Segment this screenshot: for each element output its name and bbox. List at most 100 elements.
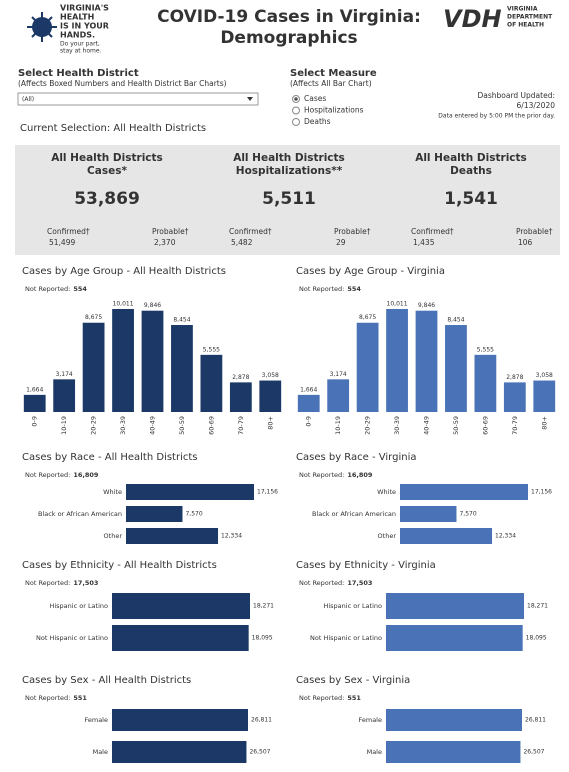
radio-dot <box>294 97 298 101</box>
x-tick-label: 70-79 <box>511 416 519 435</box>
bar-value-label: 18,271 <box>527 603 548 610</box>
not-reported-label: Not Reported: <box>25 471 70 479</box>
vdh-mark: VDH <box>443 5 502 33</box>
summary-part-label: Confirmed† <box>411 227 454 236</box>
dropdown-box[interactable] <box>17 92 259 106</box>
bar <box>503 382 526 412</box>
vdh-line: DEPARTMENT <box>507 14 553 21</box>
y-tick-label: Hispanic or Latino <box>49 602 108 610</box>
y-tick-label: Not Hispanic or Latino <box>310 634 382 642</box>
bar-value-label: 2,878 <box>506 374 523 381</box>
bar <box>141 310 164 412</box>
radio-button[interactable] <box>292 106 300 115</box>
radio-label[interactable]: Hospitalizations <box>304 106 364 115</box>
y-tick-label: Female <box>84 716 108 724</box>
x-tick-label: 60-69 <box>481 416 489 435</box>
y-tick-label: Female <box>358 716 382 724</box>
chart-title: Cases by Ethnicity - All Health District… <box>22 560 217 571</box>
updated-date: 6/13/2020 <box>517 101 556 110</box>
y-tick-label: Male <box>367 748 382 756</box>
y-tick-label: Not Hispanic or Latino <box>36 634 108 642</box>
bar <box>533 380 556 412</box>
logo-line: HANDS. <box>60 31 95 40</box>
bar <box>112 625 249 651</box>
summary-part-label: Probable† <box>516 227 553 236</box>
bar-value-label: 5,555 <box>203 346 220 353</box>
y-tick-label: Other <box>104 532 123 540</box>
bar-value-label: 9,846 <box>418 302 435 309</box>
x-tick-label: 10-19 <box>60 416 68 435</box>
y-tick-label: White <box>377 488 396 496</box>
x-tick-label: 40-49 <box>423 416 431 435</box>
bar-value-label: 26,811 <box>251 717 272 724</box>
vdh-line: VIRGINIA <box>507 6 538 13</box>
measure-label: Select Measure <box>290 68 377 79</box>
not-reported: Not Reported: 551 <box>299 694 361 702</box>
not-reported: Not Reported: 554 <box>299 285 361 293</box>
x-tick-label: 80+ <box>540 416 548 430</box>
updated-label: Dashboard Updated: <box>477 91 555 100</box>
district-dropdown[interactable]: (All) <box>17 92 259 106</box>
not-reported-label: Not Reported: <box>299 579 344 587</box>
summary-title: Deaths <box>450 165 492 177</box>
summary-part-label: Confirmed† <box>229 227 272 236</box>
summary-total: 5,511 <box>262 189 316 209</box>
bar-value-label: 3,058 <box>536 372 553 379</box>
bar <box>386 593 524 619</box>
radio-button[interactable] <box>292 118 300 126</box>
bar <box>386 709 522 731</box>
bar-value-label: 18,095 <box>252 635 273 642</box>
virus-spikes <box>27 12 57 42</box>
summary-total: 1,541 <box>444 189 498 209</box>
summary: All Health DistrictsCases*53,869Confirme… <box>47 152 553 247</box>
not-reported-label: Not Reported: <box>299 471 344 479</box>
bar-value-label: 8,454 <box>173 317 190 324</box>
summary-box <box>15 145 560 255</box>
x-tick-label: 70-79 <box>237 416 245 435</box>
bar-value-label: 26,507 <box>249 749 270 756</box>
summary-title: All Health Districts <box>415 152 527 164</box>
x-tick-label: 0-9 <box>31 416 39 427</box>
summary-part-label: Confirmed† <box>47 227 90 236</box>
logo-line: IS IN YOUR <box>60 22 109 31</box>
bar <box>112 309 134 412</box>
y-tick-label: Other <box>378 532 397 540</box>
y-tick-label: Black or African American <box>38 510 122 518</box>
bar-value-label: 5,555 <box>477 346 494 353</box>
not-reported: Not Reported: 17,503 <box>299 579 372 587</box>
not-reported-value: 554 <box>73 285 87 293</box>
bar-value-label: 7,570 <box>185 511 202 518</box>
bar <box>400 528 493 544</box>
summary-total: 53,869 <box>74 189 140 209</box>
chart-title: Cases by Race - Virginia <box>296 452 416 463</box>
summary-title: All Health Districts <box>233 152 345 164</box>
bar <box>400 506 457 522</box>
chart-title: Cases by Age Group - Virginia <box>296 266 445 277</box>
radio-label[interactable]: Cases <box>304 94 326 103</box>
logo: VIRGINIA'S HEALTH IS IN YOUR HANDS. Do y… <box>27 4 109 55</box>
x-tick-label: 60-69 <box>207 416 215 435</box>
radio-label[interactable]: Deaths <box>304 117 331 126</box>
bar <box>356 322 379 412</box>
x-tick-label: 80+ <box>266 416 274 430</box>
vdh-logo: VDH VIRGINIA DEPARTMENT OF HEALTH <box>443 5 553 33</box>
bar <box>386 741 521 763</box>
bar-value-label: 17,156 <box>531 489 552 496</box>
not-reported-value: 551 <box>73 694 87 702</box>
bar <box>445 325 467 412</box>
bar-value-label: 26,811 <box>525 717 546 724</box>
not-reported-value: 554 <box>347 285 361 293</box>
summary-part-label: Probable† <box>334 227 371 236</box>
bar <box>112 741 247 763</box>
y-tick-label: Hispanic or Latino <box>323 602 382 610</box>
bar-value-label: 3,174 <box>330 371 347 378</box>
x-tick-label: 40-49 <box>149 416 157 435</box>
bar <box>229 382 252 412</box>
bar-value-label: 18,095 <box>526 635 547 642</box>
bar-value-label: 8,675 <box>359 314 376 321</box>
bar-value-label: 17,156 <box>257 489 278 496</box>
bar <box>415 310 438 412</box>
x-tick-label: 30-39 <box>393 416 401 435</box>
bar <box>126 528 219 544</box>
